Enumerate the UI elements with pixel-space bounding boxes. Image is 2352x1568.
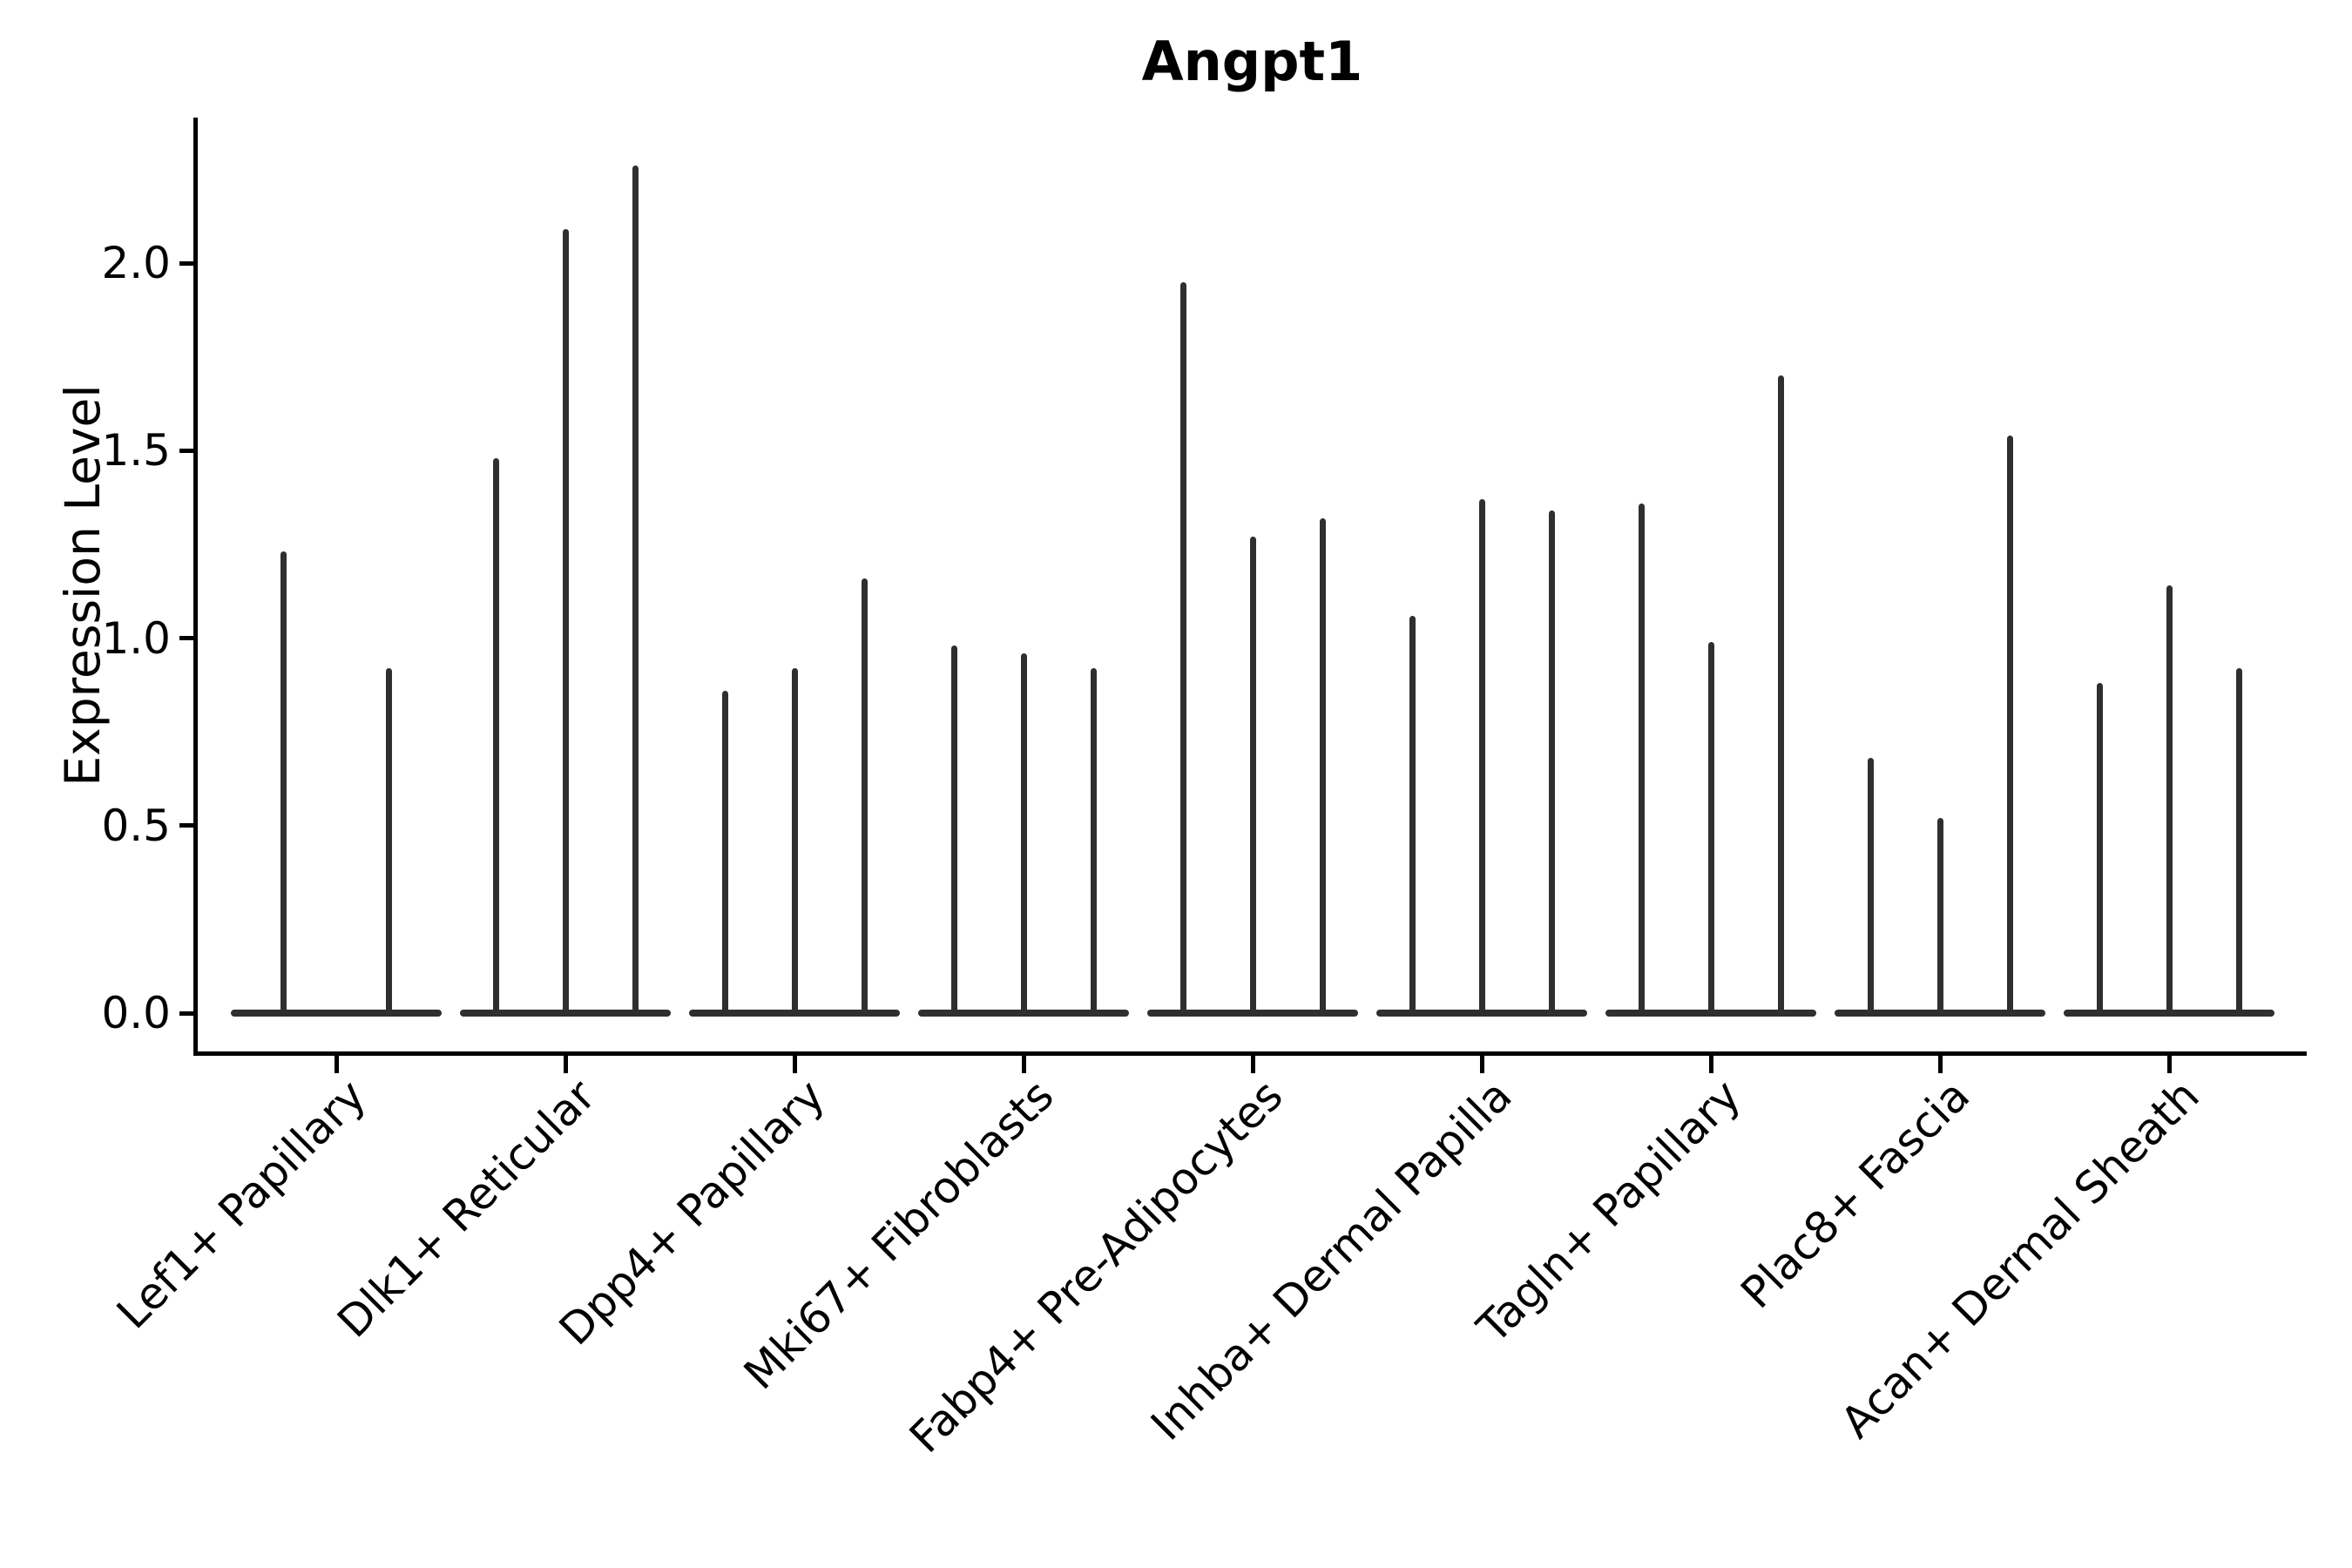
- y-tick-label: 0.5: [101, 800, 171, 851]
- violin-spike: [280, 551, 287, 1017]
- x-tick-mark: [1708, 1056, 1713, 1073]
- y-tick-mark: [179, 1010, 194, 1016]
- violin-spike: [1936, 818, 1943, 1017]
- violin-spike: [2006, 436, 2013, 1017]
- violin-spike: [1478, 499, 1485, 1017]
- violin-spike: [1409, 615, 1416, 1017]
- violin-spike: [1638, 503, 1645, 1017]
- violin-spike: [386, 667, 392, 1017]
- violin-spike: [1319, 517, 1326, 1017]
- chart-title: Angpt1: [1141, 30, 1363, 93]
- violin-spike: [721, 690, 728, 1017]
- y-tick-mark: [179, 260, 194, 266]
- x-tick-mark: [1250, 1056, 1255, 1073]
- x-tick-mark: [1021, 1056, 1026, 1073]
- violin-base: [231, 1010, 442, 1017]
- y-axis-spine: [193, 118, 198, 1056]
- y-tick-label: 1.5: [101, 425, 171, 476]
- x-axis-spine: [193, 1051, 2307, 1056]
- x-tick-mark: [1479, 1056, 1484, 1073]
- violin-spike: [1867, 758, 1874, 1017]
- x-tick-mark: [563, 1056, 568, 1073]
- x-tick-mark: [2166, 1056, 2172, 1073]
- violin-spike: [2096, 683, 2103, 1017]
- violin-spike: [950, 645, 957, 1017]
- x-tick-mark: [1937, 1056, 1943, 1073]
- violin-spike: [2166, 585, 2173, 1017]
- violin-spike: [791, 667, 798, 1017]
- y-tick-mark: [179, 448, 194, 453]
- x-tick-label: Plac8+ Fascia: [1731, 1070, 1980, 1319]
- y-tick-mark: [179, 636, 194, 640]
- y-tick-label: 0.0: [101, 988, 171, 1038]
- x-tick-label: Fabp4+ Pre-Adipocytes: [900, 1070, 1293, 1463]
- violin-spike: [2235, 667, 2242, 1017]
- x-tick-mark: [334, 1056, 339, 1073]
- violin-spike: [1548, 510, 1555, 1017]
- violin-spike: [1777, 375, 1784, 1017]
- violin-spike: [1090, 667, 1097, 1017]
- y-tick-label: 1.0: [101, 612, 171, 664]
- violin-spike: [1249, 537, 1256, 1017]
- violin-spike: [861, 578, 868, 1017]
- y-tick-mark: [179, 823, 194, 828]
- x-tick-mark: [792, 1056, 797, 1073]
- violin-spike: [1707, 641, 1714, 1017]
- violin-spike: [632, 166, 639, 1017]
- violin-spike: [1020, 652, 1027, 1017]
- violin-spike: [492, 457, 499, 1017]
- violin-spike: [562, 229, 569, 1017]
- violin-spike: [1179, 281, 1186, 1017]
- y-tick-label: 2.0: [101, 238, 171, 288]
- x-tick-label: Lef1+ Papillary: [107, 1070, 376, 1339]
